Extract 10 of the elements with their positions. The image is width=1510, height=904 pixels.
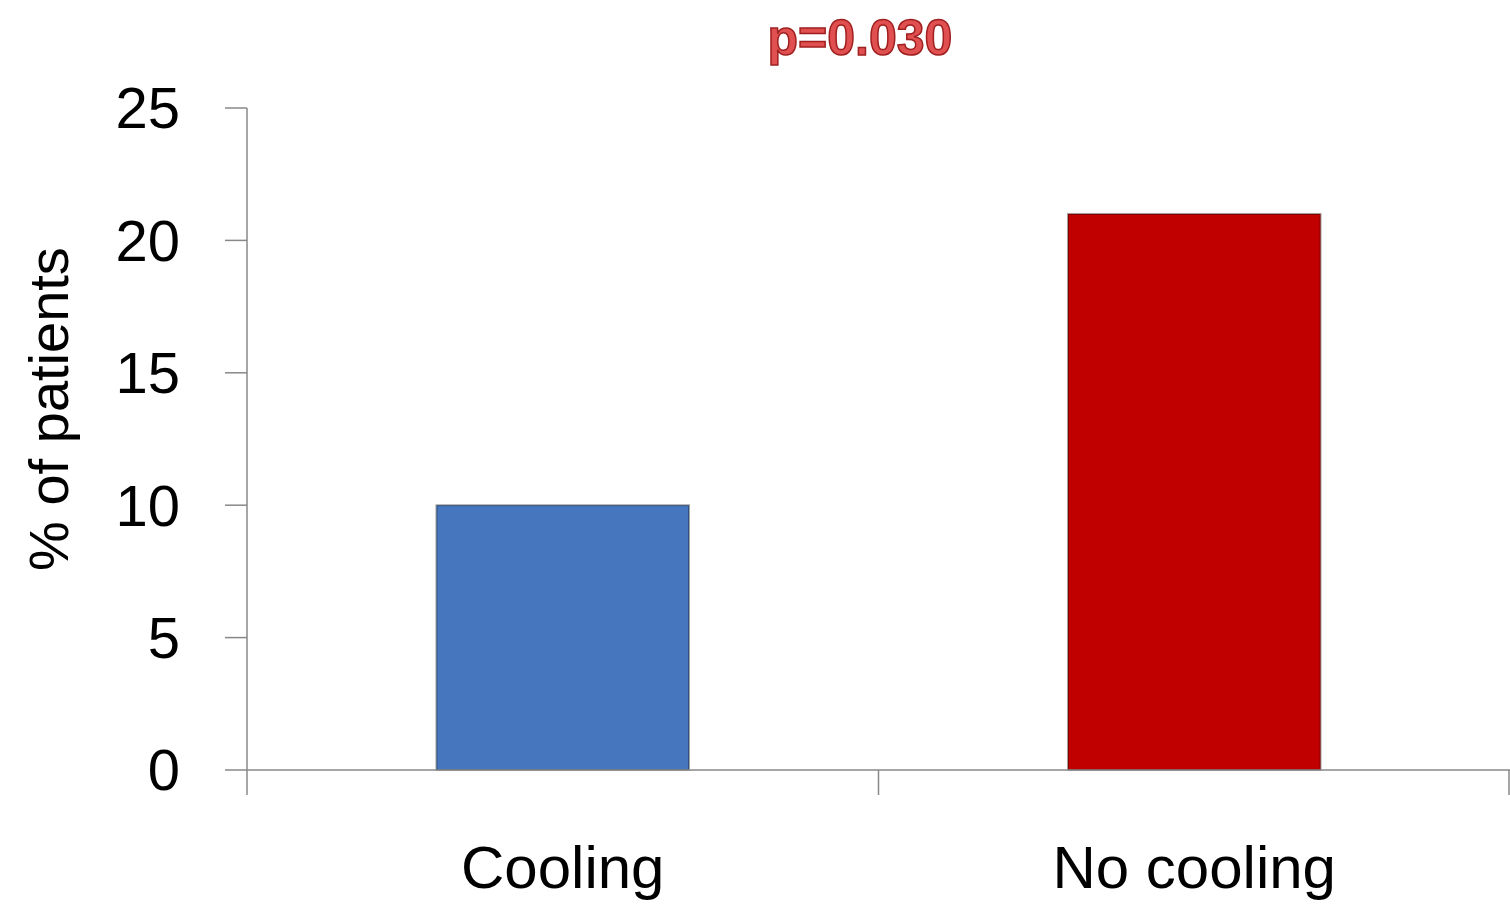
x-tick-label: No cooling <box>1052 834 1337 901</box>
y-tick-label: 0 <box>147 737 180 803</box>
text: p=0.030 <box>767 10 953 66</box>
y-tick-label: 10 <box>115 472 180 538</box>
y-axis-title: % of patients <box>17 247 80 571</box>
x-tick-label: Cooling <box>461 834 665 901</box>
y-tick-label: 15 <box>115 340 180 406</box>
y-tick-label: 20 <box>115 207 180 273</box>
y-tick-label: 25 <box>115 75 180 141</box>
y-tick-label: 5 <box>147 604 180 670</box>
